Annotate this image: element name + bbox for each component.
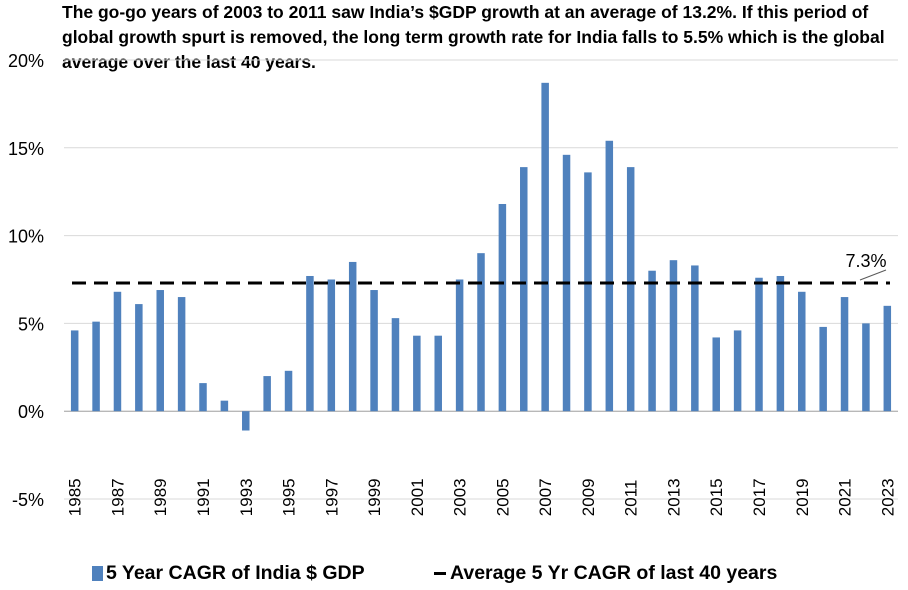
bar [156,290,164,412]
x-tick-label: 2019 [793,478,812,516]
bar [177,297,186,412]
x-tick-label: 1991 [194,478,213,516]
annotation-leader [859,269,887,281]
x-tick-label: 1987 [108,478,127,516]
bar [733,330,742,412]
bar [883,305,892,412]
bar [242,411,250,431]
bar [648,270,656,412]
x-tick-label: 2013 [664,478,683,516]
x-tick-label: 2021 [836,478,855,516]
y-tick-label: 5% [18,314,44,334]
legend-item-cagr: 5 Year CAGR of India $ GDP [92,562,365,585]
y-tick-label: 10% [8,227,44,247]
bar [199,383,207,412]
x-tick-label: 2017 [750,478,769,516]
x-tick-label: 2015 [707,478,726,516]
bar [862,323,870,412]
bar [584,172,592,412]
x-tick-label: 2005 [493,478,512,516]
legend-label-average: Average 5 Yr CAGR of last 40 years [450,562,778,584]
x-tick-label: 2001 [408,478,427,516]
bar [434,335,442,412]
bar [348,261,357,412]
bar [220,400,229,412]
bar [135,304,143,412]
bar [455,279,464,412]
x-tick-label: 1995 [280,478,299,516]
bar [541,82,549,412]
chart-area: -5% 0% 5% 10% 15% 20% 1985 1987 1989 1991 1993 1995… [8,51,898,517]
bar [669,260,678,412]
bar [113,291,122,412]
bar [327,279,336,412]
bar [776,275,785,412]
bar [92,321,100,412]
y-tick-label: -5% [12,490,44,510]
chart-title: The go-go years of 2003 to 2011 saw Indi… [62,2,885,72]
bar [755,277,763,412]
legend-line-swatch [434,572,446,575]
bar [284,370,293,412]
bar [70,330,79,412]
bar [370,290,378,412]
bar [840,297,849,412]
bar [477,253,485,412]
bar [498,203,507,412]
average-annotation: 7.3% [845,251,886,271]
bar [306,275,314,412]
y-tick-label: 15% [8,139,44,159]
bar [819,326,827,412]
bar [605,140,614,412]
bar [798,291,806,412]
x-tick-label: 1985 [66,478,85,516]
x-tick-label: 2007 [536,478,555,516]
x-tick-label: 1989 [151,478,170,516]
x-tick-label: 2023 [878,478,897,516]
legend-label-cagr: 5 Year CAGR of India $ GDP [106,562,365,584]
y-tick-label: 20% [8,51,44,71]
x-tick-label: 2009 [579,478,598,516]
x-tick-label: 2003 [451,478,470,516]
bar [626,167,635,412]
x-tick-label: 1999 [365,478,384,516]
bar [691,265,699,412]
y-tick-label: 0% [18,402,44,422]
x-tick-label: 1997 [322,478,341,516]
bar [391,318,400,412]
legend-bar-swatch [92,566,103,581]
bar [712,337,720,412]
bar [413,335,421,412]
x-tick-label: 2011 [622,480,641,517]
bar [263,376,271,412]
bar [520,167,528,412]
x-tick-label: 1993 [237,478,256,516]
legend-item-average: Average 5 Yr CAGR of last 40 years [434,562,777,585]
